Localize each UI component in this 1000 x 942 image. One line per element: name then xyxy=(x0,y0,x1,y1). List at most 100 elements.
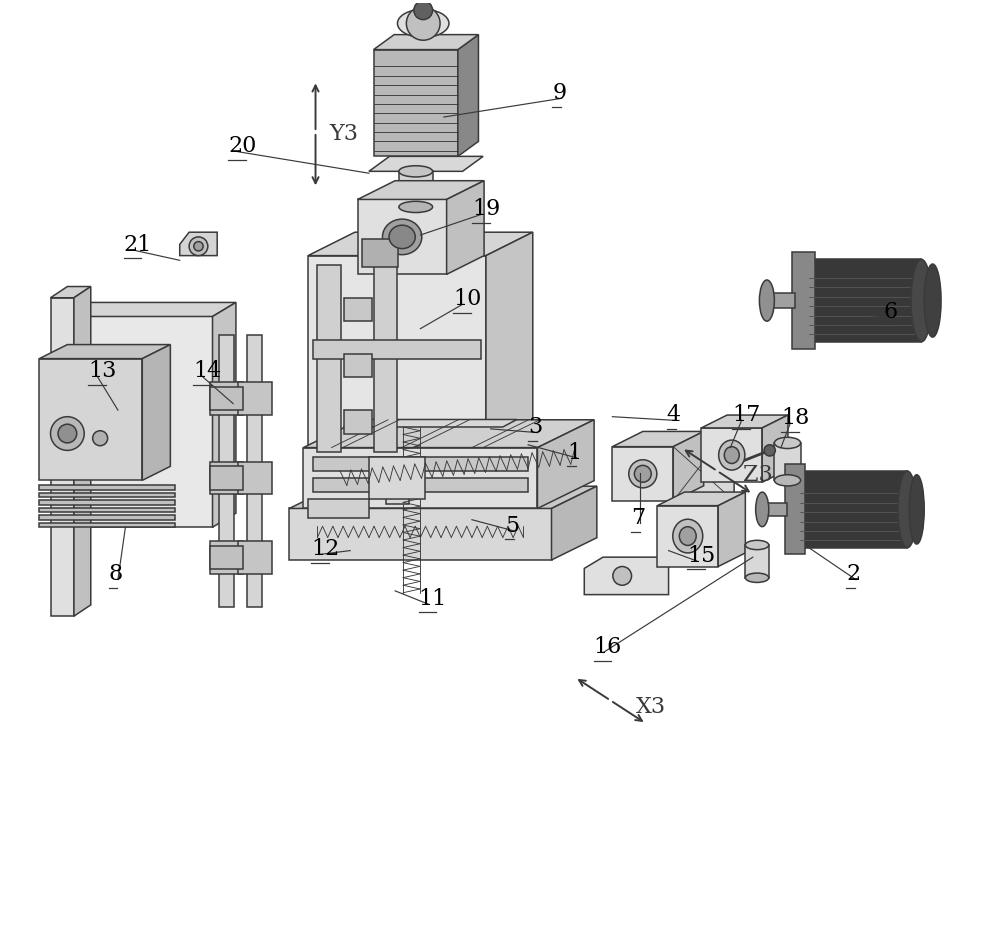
Bar xyxy=(399,171,433,207)
Bar xyxy=(238,382,272,414)
Text: 15: 15 xyxy=(687,544,716,566)
Polygon shape xyxy=(358,181,484,200)
Circle shape xyxy=(93,430,108,446)
Bar xyxy=(386,466,409,504)
Ellipse shape xyxy=(634,465,651,482)
Text: 18: 18 xyxy=(781,407,809,429)
Polygon shape xyxy=(308,255,486,462)
Bar xyxy=(247,335,262,607)
Ellipse shape xyxy=(774,437,801,448)
Bar xyxy=(238,542,272,574)
Polygon shape xyxy=(718,492,745,566)
Bar xyxy=(374,265,397,452)
Bar xyxy=(344,354,372,378)
Polygon shape xyxy=(612,447,673,501)
Text: 3: 3 xyxy=(528,416,542,438)
Circle shape xyxy=(51,416,84,450)
Bar xyxy=(362,238,398,267)
Ellipse shape xyxy=(382,219,422,254)
Ellipse shape xyxy=(629,460,657,488)
Ellipse shape xyxy=(673,519,703,553)
Ellipse shape xyxy=(389,225,415,249)
Text: 10: 10 xyxy=(453,288,482,310)
Text: Y3: Y3 xyxy=(330,122,359,145)
Polygon shape xyxy=(58,317,213,528)
Bar xyxy=(219,335,234,607)
Bar xyxy=(238,462,272,495)
Bar xyxy=(39,508,175,512)
Text: 16: 16 xyxy=(594,636,622,658)
Bar xyxy=(369,457,425,499)
Bar xyxy=(210,542,243,574)
Bar xyxy=(39,523,175,528)
Bar xyxy=(39,485,175,490)
Polygon shape xyxy=(537,420,594,509)
Bar xyxy=(344,410,372,433)
Polygon shape xyxy=(657,506,718,566)
Bar xyxy=(313,340,481,359)
Ellipse shape xyxy=(745,573,769,582)
Bar xyxy=(313,457,528,471)
Ellipse shape xyxy=(898,471,917,548)
Ellipse shape xyxy=(759,280,774,321)
Text: 19: 19 xyxy=(472,198,500,220)
Circle shape xyxy=(414,1,433,20)
Polygon shape xyxy=(584,557,669,594)
Text: 6: 6 xyxy=(884,301,898,323)
Text: 17: 17 xyxy=(732,404,760,426)
Polygon shape xyxy=(344,419,517,427)
Polygon shape xyxy=(657,492,745,506)
Text: 14: 14 xyxy=(193,360,221,382)
Polygon shape xyxy=(213,302,236,528)
Polygon shape xyxy=(673,431,704,501)
Circle shape xyxy=(764,445,775,456)
Polygon shape xyxy=(74,286,91,616)
Bar xyxy=(745,545,769,577)
Text: 12: 12 xyxy=(311,538,339,560)
Text: Z3: Z3 xyxy=(743,463,773,486)
Ellipse shape xyxy=(719,440,745,470)
Ellipse shape xyxy=(399,202,433,213)
Bar xyxy=(210,466,243,490)
Polygon shape xyxy=(58,302,236,317)
Polygon shape xyxy=(289,486,597,509)
Bar xyxy=(317,265,341,452)
Ellipse shape xyxy=(397,9,449,38)
Bar xyxy=(51,298,74,616)
Bar xyxy=(39,493,175,497)
Ellipse shape xyxy=(911,259,932,342)
Polygon shape xyxy=(701,415,788,428)
Polygon shape xyxy=(552,486,597,560)
Polygon shape xyxy=(458,35,478,156)
Text: 8: 8 xyxy=(109,563,123,585)
Text: 9: 9 xyxy=(552,82,567,104)
Polygon shape xyxy=(701,428,762,482)
Bar xyxy=(308,499,369,518)
Ellipse shape xyxy=(613,566,632,585)
Ellipse shape xyxy=(724,447,739,463)
Bar xyxy=(344,298,372,321)
Polygon shape xyxy=(308,233,533,255)
Polygon shape xyxy=(303,420,594,447)
Bar xyxy=(210,382,243,414)
Polygon shape xyxy=(358,200,447,274)
Text: 13: 13 xyxy=(88,360,116,382)
Circle shape xyxy=(194,241,203,251)
Ellipse shape xyxy=(924,264,941,337)
Bar xyxy=(39,500,175,505)
Ellipse shape xyxy=(909,475,924,544)
Ellipse shape xyxy=(679,527,696,545)
Bar xyxy=(767,293,795,308)
Text: 2: 2 xyxy=(846,563,861,585)
Bar xyxy=(762,503,787,516)
Bar xyxy=(210,462,243,495)
Text: 4: 4 xyxy=(667,404,681,426)
Circle shape xyxy=(189,236,208,255)
Text: 1: 1 xyxy=(567,442,582,463)
Text: 5: 5 xyxy=(505,514,519,537)
Text: 20: 20 xyxy=(228,136,257,157)
Bar xyxy=(39,515,175,520)
Ellipse shape xyxy=(774,475,801,486)
Bar xyxy=(774,443,801,480)
Polygon shape xyxy=(612,431,704,447)
